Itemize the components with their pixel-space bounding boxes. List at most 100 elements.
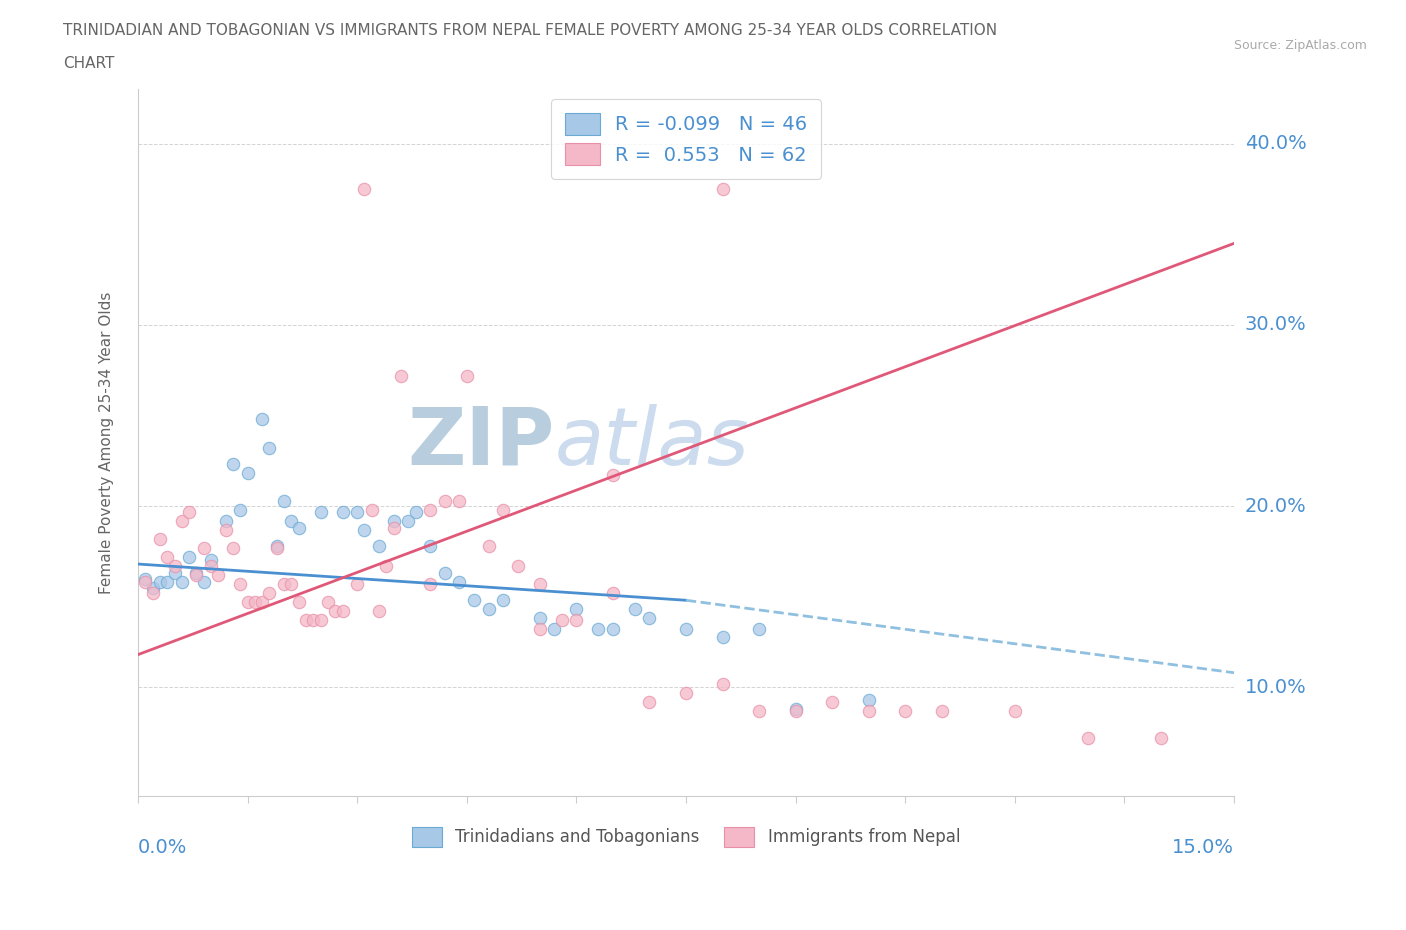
Text: CHART: CHART [63, 56, 115, 71]
Point [346, 504, 368, 519]
Point [368, 538, 391, 553]
Point [711, 181, 734, 196]
Point [785, 703, 807, 718]
Point [368, 604, 391, 618]
Y-axis label: Female Poverty Among 25-34 Year Olds: Female Poverty Among 25-34 Year Olds [100, 291, 114, 594]
Point [624, 602, 647, 617]
Point [236, 594, 259, 609]
Point [259, 441, 281, 456]
Point [179, 504, 201, 519]
Point [142, 580, 165, 595]
Text: 40.0%: 40.0% [1244, 134, 1306, 153]
Point [163, 558, 186, 573]
Point [170, 575, 193, 590]
Point [529, 577, 551, 591]
Point [236, 466, 259, 481]
Point [711, 676, 734, 691]
Point [302, 613, 325, 628]
Point [492, 502, 515, 517]
Point [214, 522, 236, 537]
Point [456, 368, 478, 383]
Point [382, 513, 405, 528]
Point [389, 368, 412, 383]
Point [149, 531, 172, 546]
Point [346, 577, 368, 591]
Point [332, 504, 354, 519]
Point [295, 613, 318, 628]
Point [250, 412, 273, 427]
Point [287, 521, 309, 536]
Text: 15.0%: 15.0% [1173, 838, 1234, 857]
Point [543, 622, 565, 637]
Point [894, 703, 917, 718]
Point [280, 513, 302, 528]
Point [433, 493, 456, 508]
Text: 20.0%: 20.0% [1244, 497, 1306, 515]
Point [675, 685, 697, 700]
Legend: Trinidadians and Tobagonians, Immigrants from Nepal: Trinidadians and Tobagonians, Immigrants… [401, 816, 972, 858]
Point [675, 622, 697, 637]
Point [638, 695, 661, 710]
Point [529, 622, 551, 637]
Point [602, 586, 624, 601]
Point [602, 468, 624, 483]
Point [163, 565, 186, 580]
Point [478, 538, 501, 553]
Point [565, 613, 588, 628]
Point [266, 540, 288, 555]
Point [602, 622, 624, 637]
Point [207, 567, 229, 582]
Point [375, 558, 398, 573]
Point [821, 695, 844, 710]
Text: 10.0%: 10.0% [1244, 678, 1306, 697]
Text: TRINIDADIAN AND TOBAGONIAN VS IMMIGRANTS FROM NEPAL FEMALE POVERTY AMONG 25-34 Y: TRINIDADIAN AND TOBAGONIAN VS IMMIGRANTS… [63, 23, 997, 38]
Point [134, 575, 156, 590]
Point [170, 513, 193, 528]
Point [280, 577, 302, 591]
Point [250, 594, 273, 609]
Point [419, 538, 441, 553]
Point [353, 181, 375, 196]
Text: 0.0%: 0.0% [138, 838, 187, 857]
Point [478, 602, 501, 617]
Text: ZIP: ZIP [408, 404, 554, 482]
Point [748, 622, 770, 637]
Point [200, 558, 222, 573]
Point [222, 540, 245, 555]
Point [214, 513, 236, 528]
Point [551, 613, 574, 628]
Point [449, 575, 471, 590]
Point [858, 703, 880, 718]
Point [309, 504, 332, 519]
Point [1077, 730, 1099, 745]
Point [858, 693, 880, 708]
Point [273, 493, 295, 508]
Point [565, 602, 588, 617]
Point [353, 522, 375, 537]
Point [156, 550, 179, 565]
Point [323, 604, 346, 618]
Point [243, 594, 266, 609]
Point [259, 586, 281, 601]
Point [529, 611, 551, 626]
Point [149, 575, 172, 590]
Point [506, 558, 529, 573]
Point [134, 571, 156, 586]
Point [309, 613, 332, 628]
Point [266, 538, 288, 553]
Point [748, 703, 770, 718]
Point [222, 457, 245, 472]
Point [711, 629, 734, 644]
Text: Source: ZipAtlas.com: Source: ZipAtlas.com [1233, 39, 1367, 52]
Point [638, 611, 661, 626]
Point [193, 540, 215, 555]
Point [186, 565, 208, 580]
Point [316, 594, 339, 609]
Point [156, 575, 179, 590]
Point [492, 592, 515, 607]
Point [179, 550, 201, 565]
Text: 30.0%: 30.0% [1244, 315, 1306, 335]
Point [419, 502, 441, 517]
Point [273, 577, 295, 591]
Point [419, 577, 441, 591]
